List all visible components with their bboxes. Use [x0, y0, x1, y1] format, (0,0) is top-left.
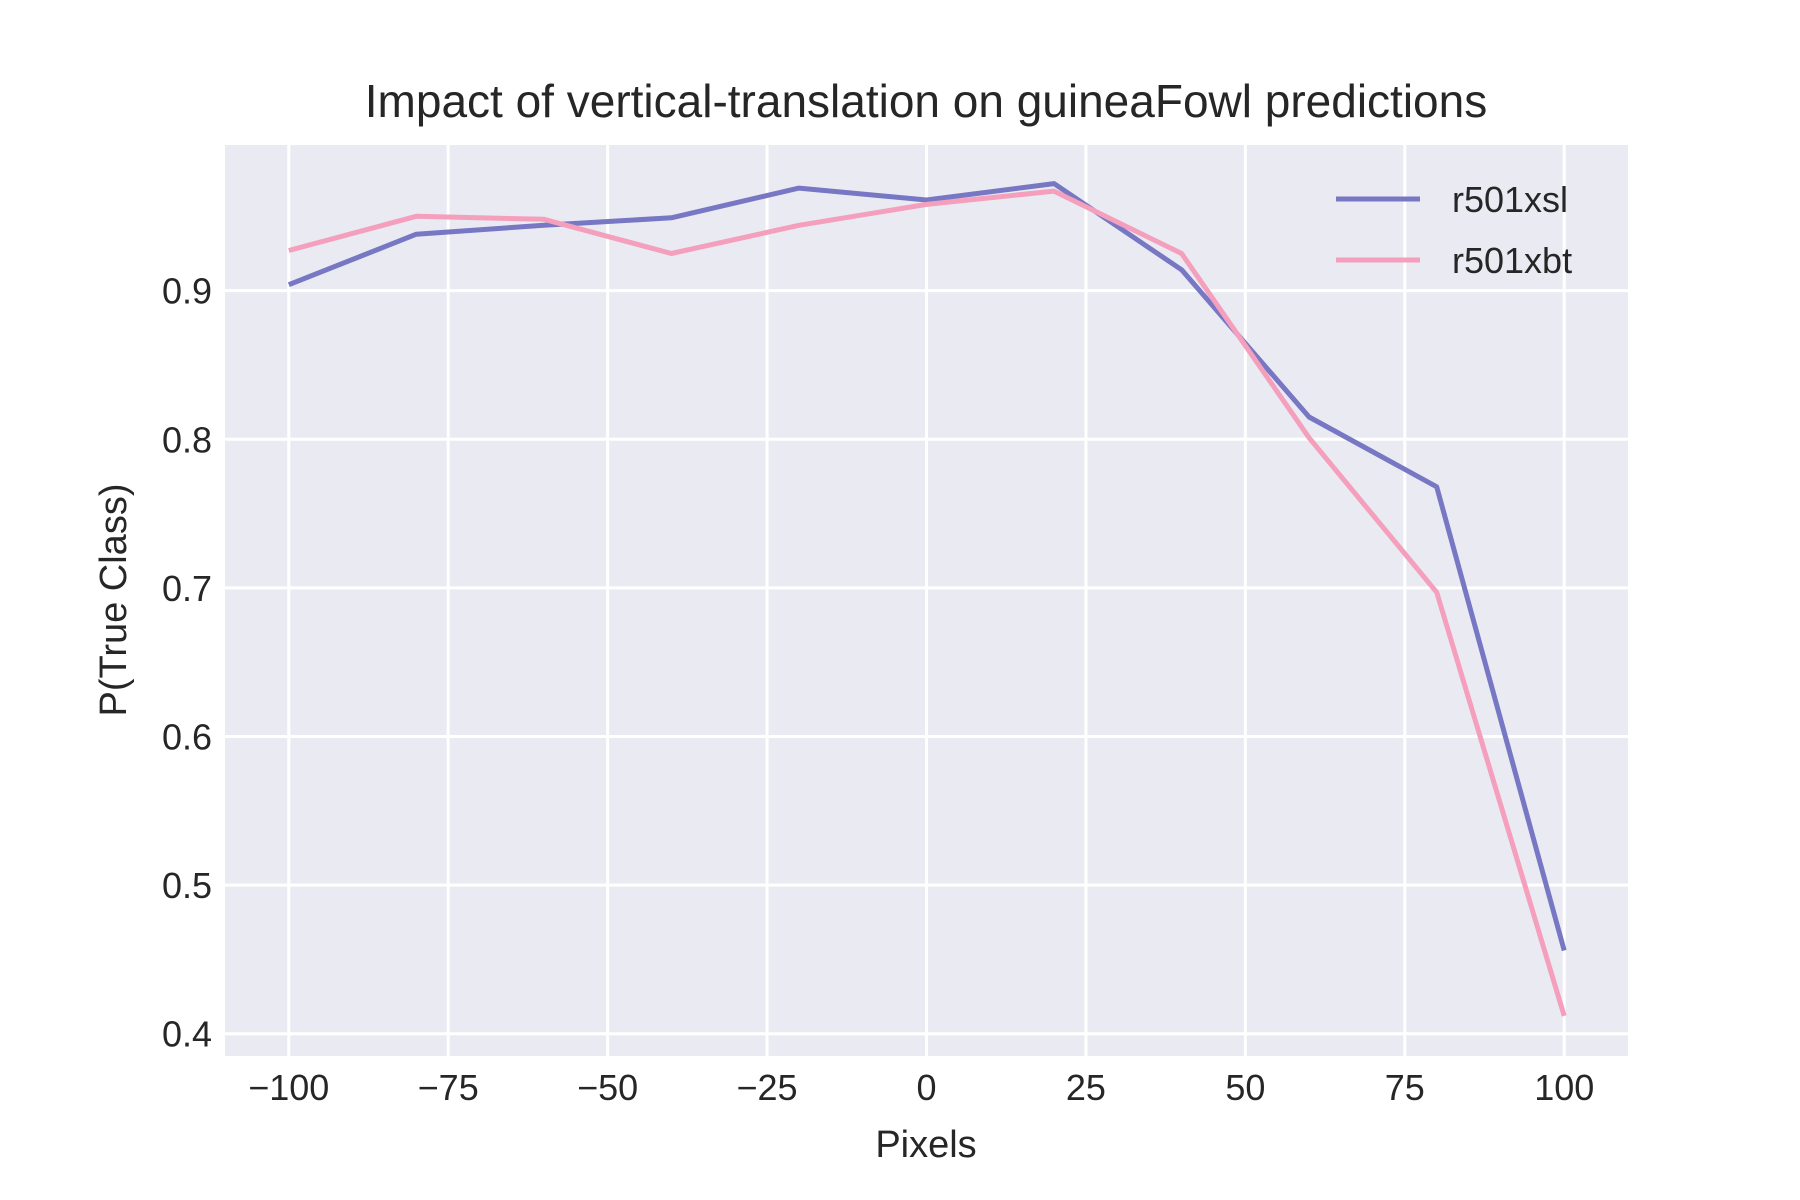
- x-tick-label: 0: [916, 1067, 936, 1108]
- series-lines: [287, 181, 1567, 1017]
- y-tick-label: 0.8: [162, 419, 212, 460]
- legend: r501xsl r501xbt: [1336, 179, 1572, 281]
- x-tick-label: 50: [1225, 1067, 1265, 1108]
- x-tick-label: −50: [577, 1067, 638, 1108]
- x-tick-label: −25: [737, 1067, 798, 1108]
- grid-lines: [225, 145, 1628, 1056]
- y-tick-label: 0.7: [162, 568, 212, 609]
- x-tick-label: 75: [1385, 1067, 1425, 1108]
- y-tick-label: 0.9: [162, 271, 212, 312]
- x-tick-label: −75: [418, 1067, 479, 1108]
- x-tick-label: 25: [1066, 1067, 1106, 1108]
- legend-label-r501xbt: r501xbt: [1452, 240, 1572, 281]
- series-line-r501xsl: [287, 181, 1567, 952]
- y-axis-ticks: 0.4 0.5 0.6 0.7 0.8 0.9: [162, 271, 212, 1055]
- x-axis-label: Pixels: [875, 1124, 976, 1166]
- y-tick-label: 0.4: [162, 1014, 212, 1055]
- series-line-r501xbt: [288, 188, 1567, 1017]
- y-axis-label: P(True Class): [93, 484, 135, 717]
- x-axis-ticks: −100 −75 −50 −25 0 25 50 75 100: [248, 1067, 1594, 1108]
- legend-label-r501xsl: r501xsl: [1452, 179, 1568, 220]
- x-tick-label: 100: [1534, 1067, 1594, 1108]
- y-tick-label: 0.6: [162, 716, 212, 757]
- x-tick-label: −100: [248, 1067, 329, 1108]
- chart-title: Impact of vertical-translation on guinea…: [365, 75, 1487, 127]
- y-tick-label: 0.5: [162, 865, 212, 906]
